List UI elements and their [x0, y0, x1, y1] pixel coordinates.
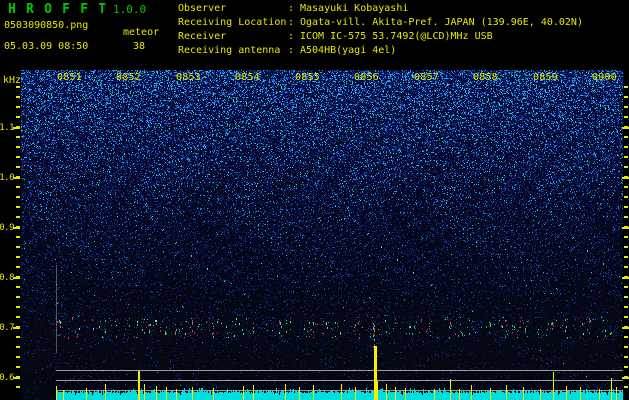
y-major-tick	[13, 227, 20, 229]
info-value: ICOM IC-575 53.7492(@LCD)MHz USB	[300, 31, 493, 42]
y-major-tick	[622, 327, 629, 329]
time-label: 0854	[235, 72, 260, 83]
y-minor-ticks-right	[624, 86, 628, 391]
info-separator: :	[288, 17, 295, 28]
y-minor-ticks-left	[16, 86, 20, 391]
time-label: 0856	[354, 72, 379, 83]
time-label: 0859	[533, 72, 558, 83]
info-label: Receiver	[178, 31, 227, 42]
y-major-tick	[13, 127, 20, 129]
mode-label: meteor	[123, 27, 160, 38]
y-major-tick	[622, 227, 629, 229]
info-row-location: Receiving Location: Ogata-vill. Akita-Pre…	[178, 16, 583, 30]
info-label: Receiving antenna	[178, 45, 281, 56]
y-major-tick	[13, 327, 20, 329]
y-major-tick	[622, 177, 629, 179]
y-major-tick	[13, 277, 20, 279]
spectrogram-canvas	[21, 70, 623, 400]
y-major-tick	[622, 377, 629, 379]
time-label: 0852	[116, 72, 141, 83]
y-tick-label: 0.9	[0, 223, 15, 233]
y-major-tick	[622, 277, 629, 279]
time-label: 0853	[176, 72, 201, 83]
info-separator: :	[288, 31, 295, 42]
y-major-tick	[13, 177, 20, 179]
y-tick-label: 0.6	[0, 373, 15, 383]
info-row-antenna: Receiving antenna: A504HB(yagi 4el)	[178, 44, 583, 58]
time-label: 0855	[295, 72, 320, 83]
info-label: Receiving Location	[178, 17, 287, 28]
app-title: H R O F F T	[8, 2, 108, 17]
station-info: Observer: Masayuki Kobayashi Receiving Lo…	[178, 2, 583, 58]
time-label: 0851	[57, 72, 82, 83]
app-version: 1.0.0	[113, 3, 147, 16]
y-major-tick	[13, 377, 20, 379]
info-label: Observer	[178, 3, 227, 14]
info-value: Masayuki Kobayashi	[300, 3, 409, 14]
y-tick-label: 0.7	[0, 323, 15, 333]
y-tick-label: 0.8	[0, 273, 15, 283]
observation-datetime: 05.03.09 08:50	[4, 41, 89, 52]
time-label: 0857	[414, 72, 439, 83]
info-separator: :	[288, 45, 295, 56]
info-separator: :	[288, 3, 295, 14]
y-axis-unit: kHz	[3, 75, 22, 86]
y-tick-label: 1.0	[0, 173, 15, 183]
y-major-tick	[622, 127, 629, 129]
echo-count: 38	[133, 41, 146, 52]
time-label: 0858	[473, 72, 498, 83]
output-filename: 0503090850.png	[4, 20, 89, 31]
info-value: A504HB(yagi 4el)	[300, 45, 397, 56]
info-row-observer: Observer: Masayuki Kobayashi	[178, 2, 583, 16]
info-value: Ogata-vill. Akita-Pref. JAPAN (139.96E, …	[300, 17, 583, 28]
info-row-receiver: Receiver: ICOM IC-575 53.7492(@LCD)MHz US…	[178, 30, 583, 44]
time-label: 0900	[592, 72, 617, 83]
y-tick-label: 1.1	[0, 123, 15, 133]
